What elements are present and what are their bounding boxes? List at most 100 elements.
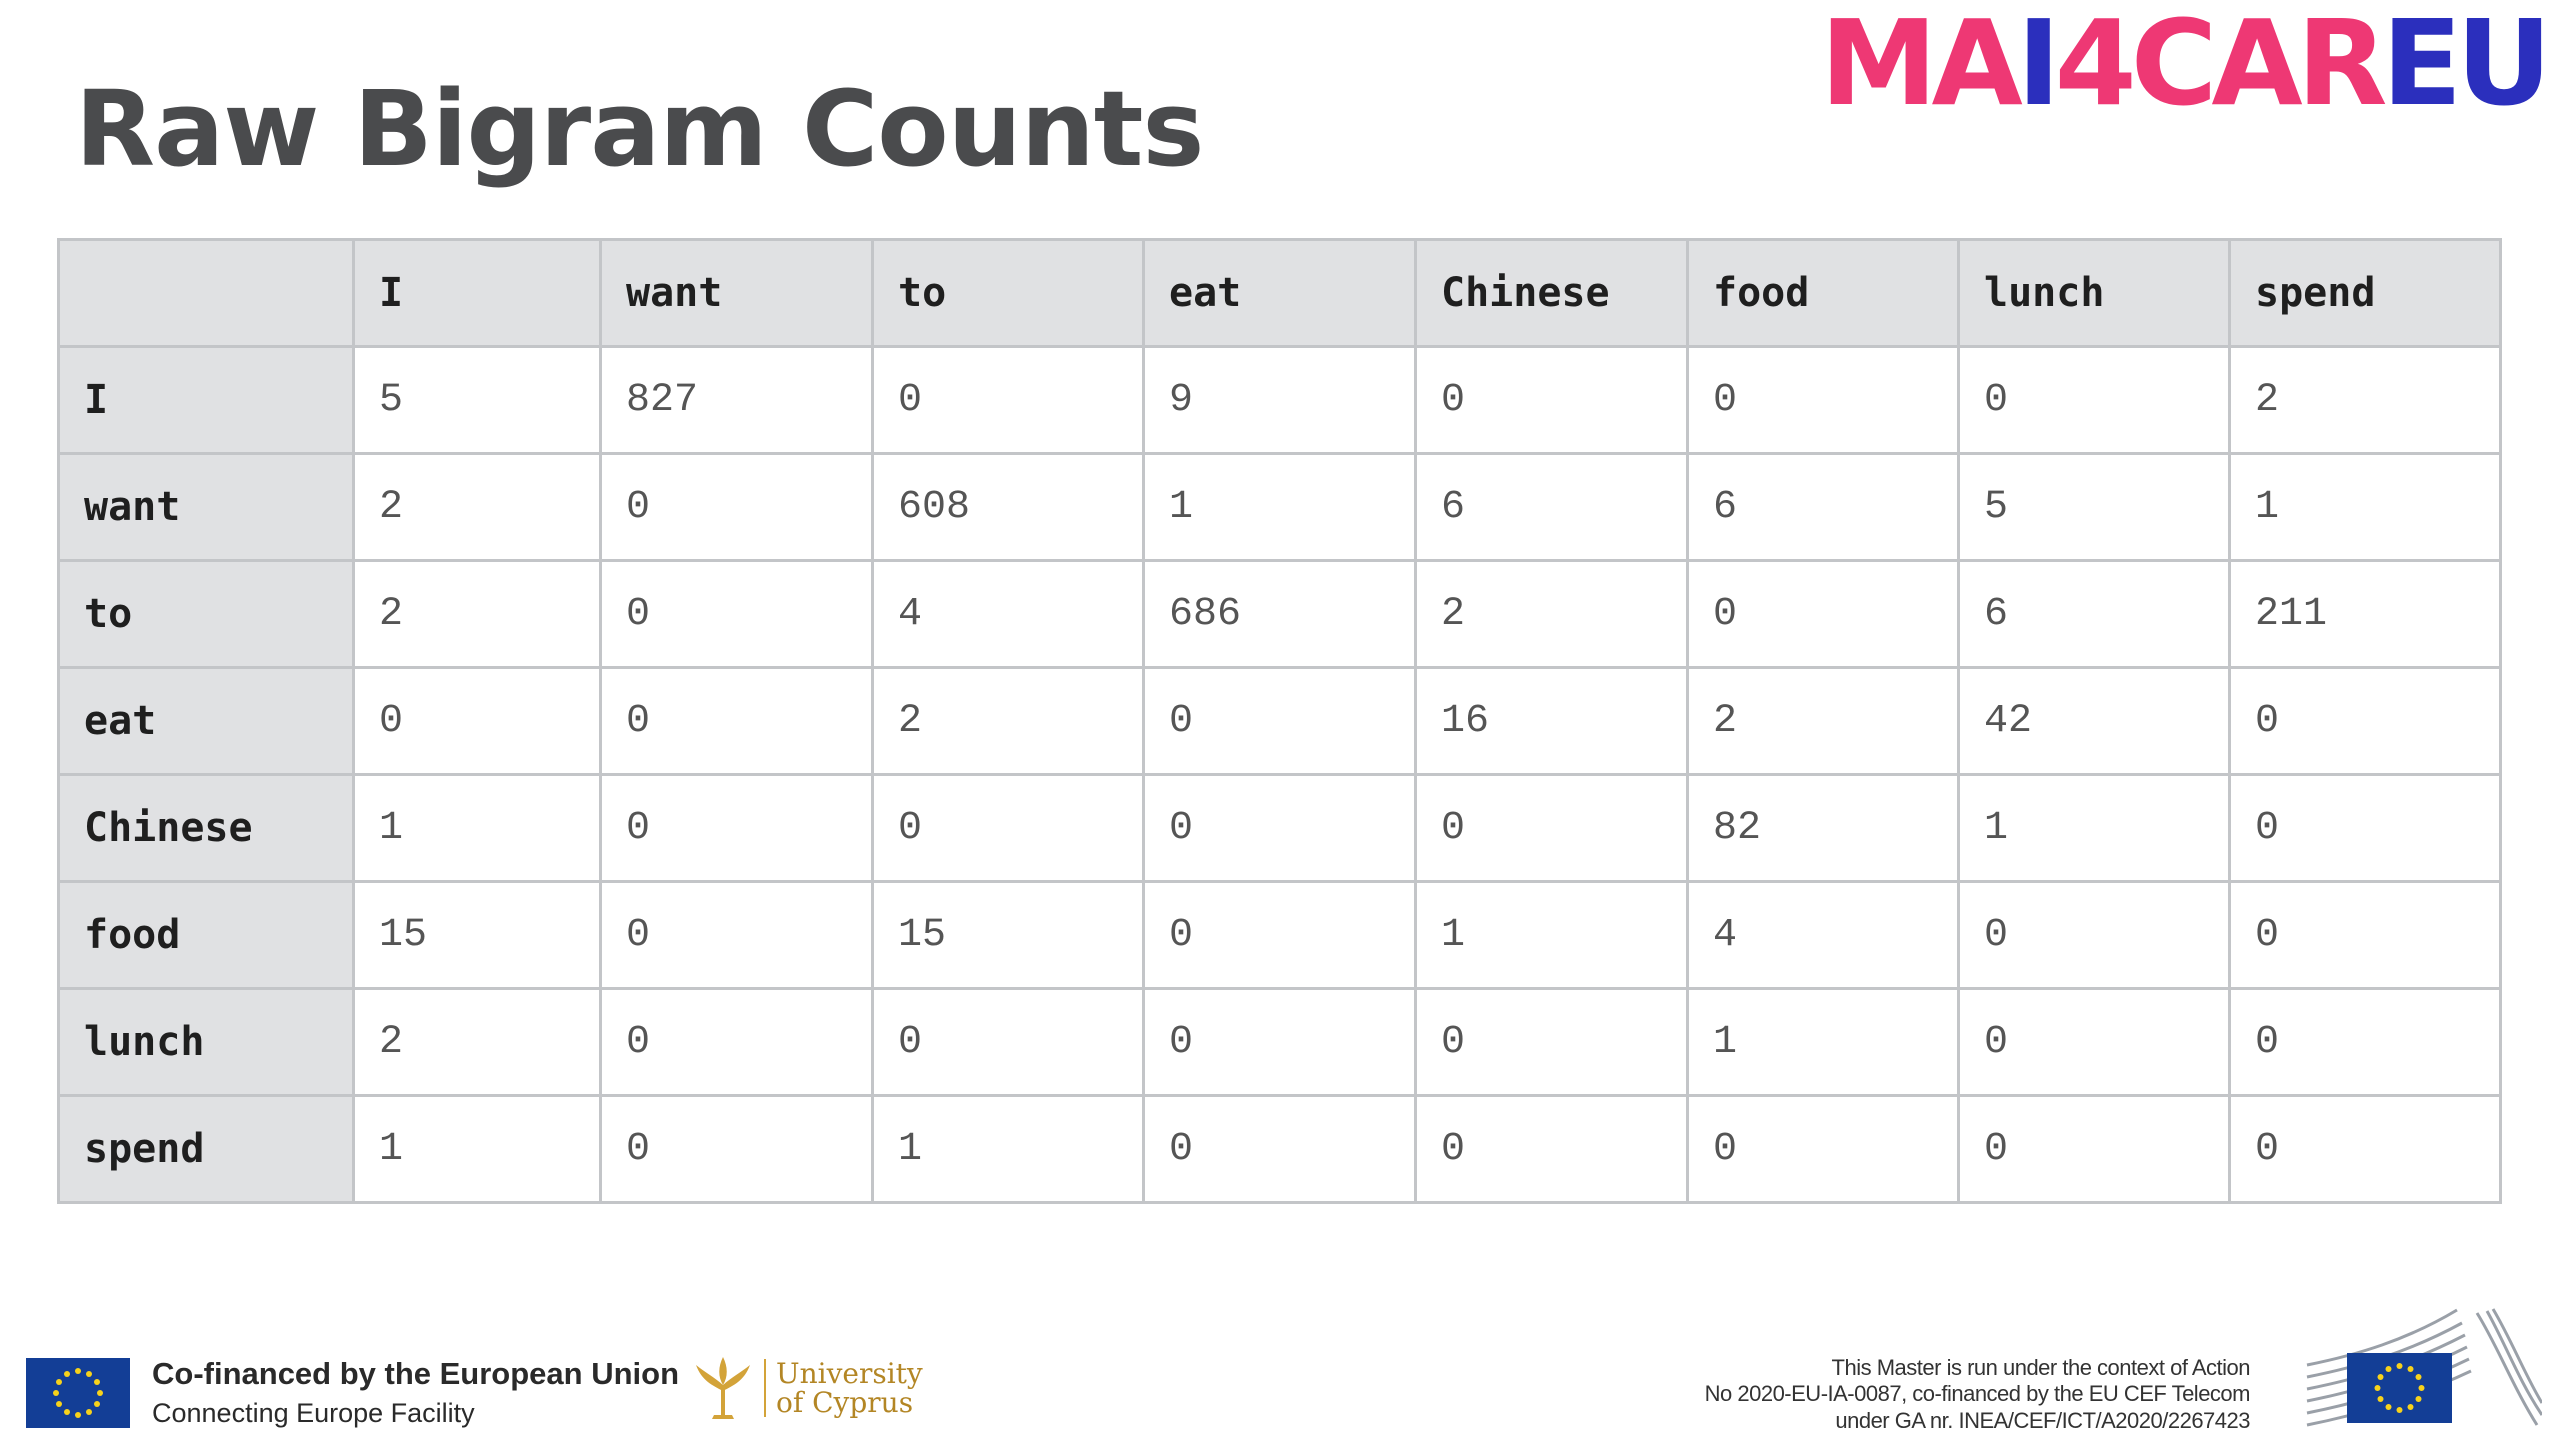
count-cell: 0 bbox=[2228, 773, 2502, 883]
count-cell: 16 bbox=[1414, 666, 1689, 776]
count-cell: 2 bbox=[352, 987, 602, 1097]
column-header: I bbox=[352, 238, 602, 348]
table-header-row: I want to eat Chinese food lunch spend bbox=[57, 238, 2502, 348]
count-cell: 1 bbox=[352, 773, 602, 883]
count-cell: 0 bbox=[1957, 345, 2231, 455]
eu-cofinanced-text: Co-financed by the European Union bbox=[152, 1356, 680, 1391]
slide-title: Raw Bigram Counts bbox=[75, 68, 1204, 190]
count-cell: 6 bbox=[1957, 559, 2231, 669]
count-cell: 1 bbox=[2228, 452, 2502, 562]
count-cell: 0 bbox=[1142, 773, 1417, 883]
table-row: spend 1 0 1 0 0 0 0 0 bbox=[57, 1094, 2502, 1204]
count-cell: 0 bbox=[1686, 559, 1960, 669]
column-header: lunch bbox=[1957, 238, 2231, 348]
count-cell: 0 bbox=[1142, 987, 1417, 1097]
count-cell: 1 bbox=[352, 1094, 602, 1204]
column-header: eat bbox=[1142, 238, 1417, 348]
count-cell: 0 bbox=[599, 666, 874, 776]
count-cell: 211 bbox=[2228, 559, 2502, 669]
row-header: to bbox=[57, 559, 355, 669]
table-row: Chinese 1 0 0 0 0 82 1 0 bbox=[57, 773, 2502, 883]
table-row: eat 0 0 2 0 16 2 42 0 bbox=[57, 666, 2502, 776]
count-cell: 5 bbox=[1957, 452, 2231, 562]
count-cell: 4 bbox=[1686, 880, 1960, 990]
count-cell: 1 bbox=[1142, 452, 1417, 562]
european-commission-logo bbox=[2306, 1308, 2542, 1427]
row-header: food bbox=[57, 880, 355, 990]
count-cell: 0 bbox=[2228, 987, 2502, 1097]
count-cell: 0 bbox=[599, 1094, 874, 1204]
row-header: want bbox=[57, 452, 355, 562]
count-cell: 2 bbox=[2228, 345, 2502, 455]
count-cell: 0 bbox=[599, 452, 874, 562]
ucy-line1: University bbox=[776, 1356, 923, 1390]
count-cell: 15 bbox=[352, 880, 602, 990]
count-cell: 0 bbox=[599, 987, 874, 1097]
table-row: food 15 0 15 0 1 4 0 0 bbox=[57, 880, 2502, 990]
count-cell: 686 bbox=[1142, 559, 1417, 669]
university-of-cyprus-logo: University of Cyprus bbox=[692, 1355, 923, 1421]
corner-cell bbox=[57, 238, 355, 348]
row-header: lunch bbox=[57, 987, 355, 1097]
bigram-count-table: I want to eat Chinese food lunch spend I… bbox=[57, 238, 2502, 1204]
count-cell: 0 bbox=[1414, 345, 1689, 455]
count-cell: 1 bbox=[1957, 773, 2231, 883]
count-cell: 5 bbox=[352, 345, 602, 455]
row-header: I bbox=[57, 345, 355, 455]
funding-note-line1: This Master is run under the context of … bbox=[1831, 1355, 2251, 1380]
column-header: to bbox=[871, 238, 1145, 348]
count-cell: 9 bbox=[1142, 345, 1417, 455]
table-row: want 2 0 608 1 6 6 5 1 bbox=[57, 452, 2502, 562]
count-cell: 15 bbox=[871, 880, 1145, 990]
count-cell: 0 bbox=[2228, 666, 2502, 776]
count-cell: 1 bbox=[871, 1094, 1145, 1204]
eu-cofinanced-badge: Co-financed by the European Union Connec… bbox=[26, 1356, 679, 1429]
funding-note-line2: No 2020-EU-IA-0087, co-financed by the E… bbox=[1704, 1381, 2251, 1407]
ucy-tree-icon bbox=[696, 1357, 750, 1419]
count-cell: 0 bbox=[1686, 1094, 1960, 1204]
funding-note: This Master is run under the context of … bbox=[1704, 1355, 2251, 1434]
count-cell: 0 bbox=[1142, 1094, 1417, 1204]
eu-flag-icon bbox=[26, 1357, 130, 1428]
count-cell: 0 bbox=[599, 773, 874, 883]
count-cell: 0 bbox=[2228, 1094, 2502, 1204]
count-cell: 42 bbox=[1957, 666, 2231, 776]
ucy-line2: of Cyprus bbox=[776, 1386, 914, 1419]
count-cell: 0 bbox=[1957, 880, 2231, 990]
count-cell: 0 bbox=[871, 345, 1145, 455]
count-cell: 0 bbox=[1142, 666, 1417, 776]
count-cell: 827 bbox=[599, 345, 874, 455]
table-row: I 5 827 0 9 0 0 0 2 bbox=[57, 345, 2502, 455]
count-cell: 0 bbox=[1414, 1094, 1689, 1204]
cef-text: Connecting Europe Facility bbox=[152, 1398, 475, 1428]
funding-note-line3: under GA nr. INEA/CEF/ICT/A2020/2267423 bbox=[1835, 1407, 2250, 1433]
count-cell: 2 bbox=[1414, 559, 1689, 669]
count-cell: 1 bbox=[1414, 880, 1689, 990]
count-cell: 0 bbox=[1414, 987, 1689, 1097]
count-cell: 1 bbox=[1686, 987, 1960, 1097]
count-cell: 0 bbox=[599, 880, 874, 990]
table-row: to 2 0 4 686 2 0 6 211 bbox=[57, 559, 2502, 669]
count-cell: 82 bbox=[1686, 773, 1960, 883]
column-header: want bbox=[599, 238, 874, 348]
count-cell: 0 bbox=[352, 666, 602, 776]
count-cell: 0 bbox=[1414, 773, 1689, 883]
row-header: spend bbox=[57, 1094, 355, 1204]
count-cell: 4 bbox=[871, 559, 1145, 669]
count-cell: 6 bbox=[1414, 452, 1689, 562]
count-cell: 0 bbox=[871, 773, 1145, 883]
count-cell: 2 bbox=[871, 666, 1145, 776]
count-cell: 0 bbox=[1957, 987, 2231, 1097]
table-row: lunch 2 0 0 0 0 1 0 0 bbox=[57, 987, 2502, 1097]
column-header: spend bbox=[2228, 238, 2502, 348]
column-header: Chinese bbox=[1414, 238, 1689, 348]
row-header: eat bbox=[57, 666, 355, 776]
column-header: food bbox=[1686, 238, 1960, 348]
count-cell: 0 bbox=[1142, 880, 1417, 990]
count-cell: 2 bbox=[352, 559, 602, 669]
count-cell: 0 bbox=[1686, 345, 1960, 455]
count-cell: 608 bbox=[871, 452, 1145, 562]
count-cell: 2 bbox=[352, 452, 602, 562]
count-cell: 0 bbox=[2228, 880, 2502, 990]
mai4careu-logo: MAI4CAREU bbox=[1820, 0, 2552, 132]
